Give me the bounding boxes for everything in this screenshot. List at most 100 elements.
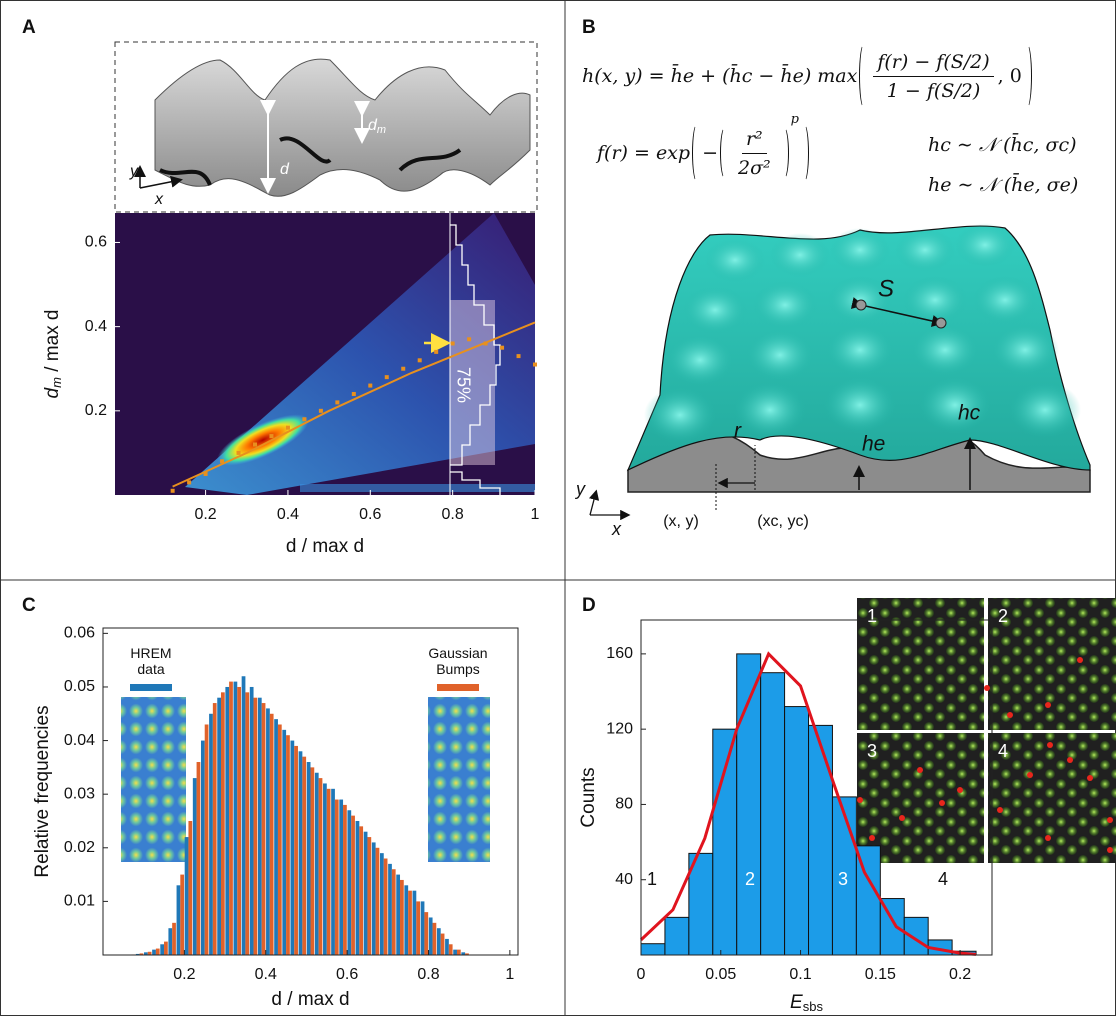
histogram-bar [665, 917, 689, 955]
bar [282, 730, 286, 955]
bar [213, 703, 217, 955]
y-axis-label-part: / max d [42, 310, 63, 378]
inset-image [121, 697, 186, 862]
equation: he ∼ 𝒩 (h̄e, σe) [928, 174, 1078, 196]
bar [311, 767, 315, 955]
paren [692, 124, 700, 182]
bar [453, 950, 457, 955]
bar [193, 778, 197, 955]
y-tick-label: 0.02 [64, 839, 95, 856]
bar [424, 912, 428, 955]
inset-label: 4 [998, 741, 1008, 761]
y-axis-label: dm / max d [42, 310, 64, 399]
bar [433, 923, 437, 955]
bar [188, 821, 192, 955]
bar [290, 741, 294, 955]
y-tick-label: 0.01 [64, 893, 95, 910]
equation-text: h(x, y) = h̄e + (h̄c − h̄e) max [582, 65, 857, 87]
bar [152, 950, 156, 955]
bar [351, 816, 355, 955]
y-tick-label: 0.04 [64, 732, 95, 749]
y-tick-label: 0.05 [64, 678, 95, 695]
diagram-label: S [878, 275, 894, 302]
legend-label: Gaussian Bumps [420, 645, 496, 677]
bar [286, 735, 290, 955]
bar [262, 703, 266, 955]
x-axis-label-part: E [790, 992, 803, 1013]
bar [331, 789, 335, 955]
histogram-bar [761, 673, 785, 955]
bar [396, 875, 400, 955]
bar [335, 800, 339, 955]
bar [209, 714, 213, 955]
denominator: 2σ² [734, 154, 775, 179]
x-tick-label: 0.6 [359, 506, 381, 523]
bar [392, 869, 396, 955]
exponent: p [791, 112, 799, 127]
bar [384, 859, 388, 955]
bar [429, 917, 433, 955]
y-tick-label: 0.2 [85, 402, 107, 419]
bar [302, 757, 306, 955]
bar [339, 800, 343, 955]
bar [294, 746, 298, 955]
bar [437, 928, 441, 955]
bar [205, 724, 209, 955]
bar [221, 692, 225, 955]
bar [356, 821, 360, 955]
x-tick-label: 0.4 [255, 966, 277, 983]
x-axis-label: d / max d [271, 989, 349, 1010]
histogram-bar [641, 944, 665, 955]
bar [168, 928, 172, 955]
y-tick-label: 0.03 [64, 785, 95, 802]
inset-label: d [280, 161, 290, 178]
diagram-label: he [862, 433, 885, 456]
bar [307, 762, 311, 955]
bar [234, 682, 238, 955]
x-tick-label: 1 [505, 966, 514, 983]
panel-letter: A [22, 17, 36, 38]
point [253, 442, 257, 446]
y-tick-label: 120 [606, 720, 633, 737]
numerator: r² [742, 128, 767, 154]
point [500, 346, 504, 350]
point [286, 426, 290, 430]
bar [388, 864, 392, 955]
diagram-label: (xc, yc) [757, 513, 809, 530]
axis-arrow [590, 492, 596, 515]
x-tick-label: 0.8 [417, 966, 439, 983]
bar [359, 826, 363, 955]
bar-annotation: 4 [938, 869, 948, 889]
bar [319, 778, 323, 955]
axis-label: y [574, 479, 586, 499]
histogram-bar [713, 729, 737, 955]
bar-annotation: 3 [838, 869, 848, 889]
bar [457, 950, 461, 955]
point [368, 384, 372, 388]
bar [413, 891, 417, 955]
x-tick-label: 0.2 [173, 966, 195, 983]
inset-label-sub: m [377, 124, 386, 136]
surface-image [155, 59, 530, 196]
x-tick-label: 0.2 [949, 966, 971, 983]
point [319, 409, 323, 413]
bar [266, 708, 270, 955]
inset-image [428, 697, 490, 862]
point [335, 400, 339, 404]
x-tick-label: 0.1 [789, 966, 811, 983]
x-tick-label: 0.8 [442, 506, 464, 523]
bar [367, 837, 371, 955]
bar [229, 682, 233, 955]
bar [449, 944, 453, 955]
x-tick-label: 0.2 [194, 506, 216, 523]
bar [323, 783, 327, 955]
bar [177, 885, 181, 955]
inset-label: 3 [867, 741, 877, 761]
equation-text: , 0 [998, 65, 1022, 87]
histogram-bar [809, 725, 833, 955]
page: {"chart_data": [ {"type": "scatter", "pa… [0, 0, 1116, 1016]
point [302, 417, 306, 421]
equation: f(r) = exp − r²2σ² p [597, 118, 811, 188]
bar [164, 942, 168, 955]
bar [237, 687, 241, 955]
